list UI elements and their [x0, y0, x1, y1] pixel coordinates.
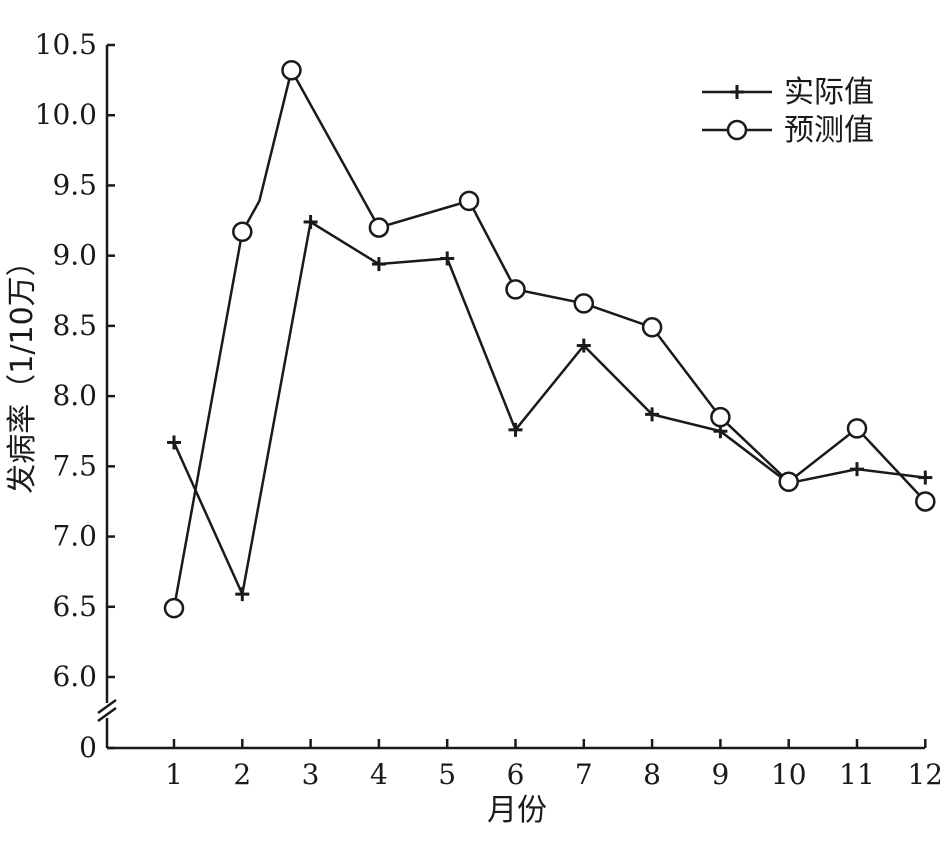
circle-marker	[368, 217, 390, 238]
plus-marker	[303, 214, 318, 229]
plus-marker	[167, 435, 181, 450]
y-tick-label: 10.0	[35, 98, 97, 131]
y-tick-label: 9.5	[52, 168, 97, 201]
y-tick-label: 7.0	[52, 520, 97, 553]
x-tick-label: 1	[165, 758, 183, 791]
circle-marker	[641, 317, 663, 338]
x-tick-label: 8	[643, 758, 661, 791]
y-axis-title: 发病率（1/10万）	[5, 246, 40, 493]
y-tick-label: 9.0	[52, 239, 97, 272]
circle-marker	[505, 279, 526, 300]
x-tick-label: 10	[771, 758, 807, 791]
series-actual	[167, 214, 933, 602]
y-tick-label: 8.5	[52, 309, 97, 342]
x-tick-label: 7	[575, 758, 593, 791]
x-tick-label: 2	[233, 758, 251, 791]
x-tick-label: 6	[507, 758, 525, 791]
y-tick-label: 0	[79, 731, 97, 764]
circle-marker	[710, 406, 731, 428]
y-tick-label: 8.0	[52, 379, 97, 412]
axes	[97, 45, 925, 750]
axis-ticks: 6.06.57.07.58.08.59.09.510.010.501 2 3 4 5 6 7…	[35, 28, 940, 791]
plus-marker	[235, 587, 250, 602]
plus-marker	[645, 407, 660, 422]
legend-label: 预测值	[784, 113, 874, 148]
plus-marker	[850, 462, 864, 477]
axis-break-mark	[97, 706, 117, 723]
plus-marker	[371, 257, 386, 272]
plus-marker	[508, 422, 523, 437]
y-tick-label: 10.5	[35, 28, 97, 61]
circle-marker	[726, 119, 748, 141]
plus-marker	[730, 85, 744, 99]
series-line	[172, 66, 927, 609]
series-predicted	[163, 60, 936, 619]
series-line	[172, 219, 926, 599]
circle-marker	[232, 221, 253, 243]
circle-marker	[846, 418, 868, 439]
circle-marker	[458, 190, 480, 212]
x-tick-label: 4	[370, 758, 388, 791]
circle-marker	[778, 471, 799, 493]
circle-marker	[281, 60, 302, 81]
x-tick-label: 12	[907, 758, 940, 791]
circle-marker	[915, 491, 936, 512]
y-tick-label: 6.0	[52, 660, 97, 693]
x-axis-title: 月份	[487, 793, 547, 828]
legend-item: 预测值	[702, 113, 874, 148]
y-tick-label: 6.5	[52, 590, 97, 623]
x-tick-label: 5	[438, 758, 456, 791]
x-tick-label: 11	[839, 758, 875, 791]
plus-marker	[918, 470, 933, 485]
plus-marker	[440, 251, 455, 266]
y-tick-label: 7.5	[52, 449, 97, 482]
series-layer	[163, 60, 936, 619]
circle-marker	[163, 597, 185, 619]
legend-item: 实际值	[702, 75, 874, 110]
circle-marker	[573, 293, 595, 314]
x-tick-label: 3	[302, 758, 320, 791]
legend-label: 实际值	[784, 75, 874, 110]
x-tick-label: 9	[711, 758, 729, 791]
axis-break-mark	[97, 698, 117, 715]
plus-marker	[576, 338, 591, 353]
